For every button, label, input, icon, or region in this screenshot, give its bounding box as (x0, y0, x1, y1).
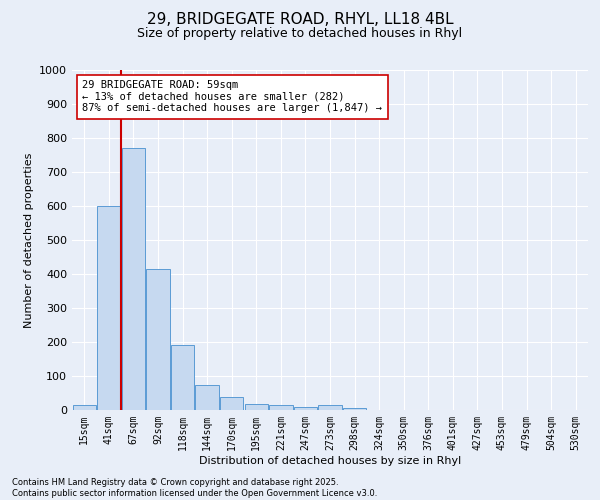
X-axis label: Distribution of detached houses by size in Rhyl: Distribution of detached houses by size … (199, 456, 461, 466)
Bar (269, 405, 293, 410)
Text: Size of property relative to detached houses in Rhyl: Size of property relative to detached ho… (137, 28, 463, 40)
Bar (245, 404, 268, 410)
Bar (97, 206, 121, 410)
Bar (73, 405, 96, 410)
Text: 29, BRIDGEGATE ROAD, RHYL, LL18 4BL: 29, BRIDGEGATE ROAD, RHYL, LL18 4BL (146, 12, 454, 28)
Bar (220, 397, 244, 410)
Text: Contains HM Land Registry data © Crown copyright and database right 2025.
Contai: Contains HM Land Registry data © Crown c… (12, 478, 377, 498)
Bar (294, 406, 317, 410)
Bar (343, 408, 366, 410)
Bar (146, 269, 170, 410)
Bar (122, 148, 145, 410)
Bar (171, 346, 194, 410)
Text: 29 BRIDGEGATE ROAD: 59sqm
← 13% of detached houses are smaller (282)
87% of semi: 29 BRIDGEGATE ROAD: 59sqm ← 13% of detac… (82, 80, 382, 114)
Bar (196, 384, 219, 410)
Bar (319, 405, 341, 410)
Y-axis label: Number of detached properties: Number of detached properties (23, 152, 34, 328)
